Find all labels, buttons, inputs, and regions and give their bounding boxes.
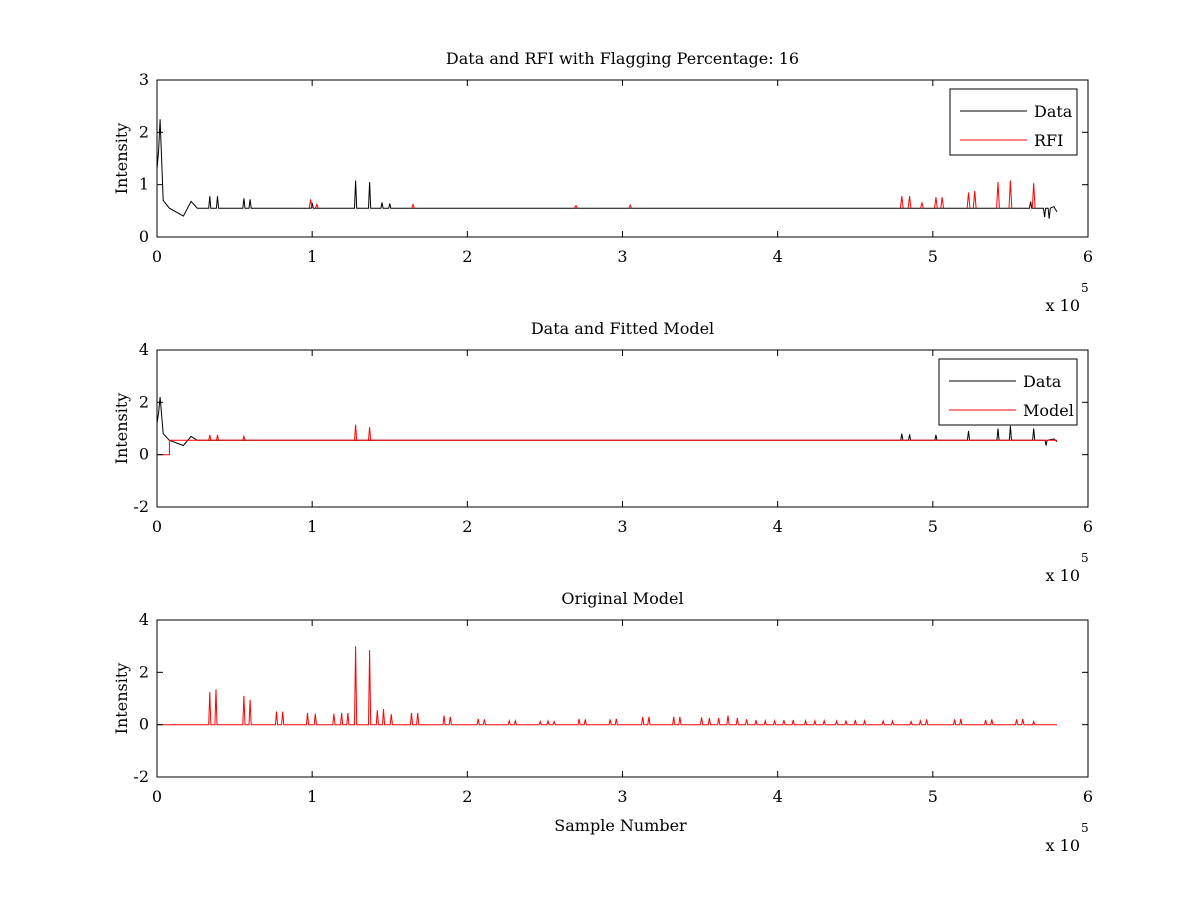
chart-title: Original Model [561,589,683,608]
x-tick-label: 4 [773,787,783,806]
series-2-spike-6 [899,196,904,209]
x-tick-label: 6 [1083,517,1093,536]
y-tick-label: 4 [139,610,149,629]
chart-title: Data and Fitted Model [531,319,714,338]
x-tick-label: 5 [928,517,938,536]
x-tick-label: 3 [617,247,627,266]
series-2-spike-4 [574,204,578,209]
x-tick-label: 2 [462,787,472,806]
y-tick-label: 2 [139,122,149,141]
series-2-spike-3 [411,203,415,209]
y-tick-label: 2 [139,392,149,411]
legend: Data RFI [949,88,1078,156]
x-multiplier-exponent: 5 [1081,281,1089,295]
legend-box [949,88,1078,156]
x-tick-label: 6 [1083,247,1093,266]
x-tick-label: 0 [152,517,162,536]
x-tick-label: 2 [462,247,472,266]
x-multiplier-label: x 10 [1046,836,1080,855]
x-tick-label: 1 [307,517,317,536]
series-2-spike-8 [920,201,924,209]
series-2-spike-2 [314,203,319,209]
legend-entry: Data [1023,372,1062,391]
series-2-spike-9 [934,197,938,209]
series-1-line [157,646,1057,726]
y-tick-label: 3 [139,70,149,89]
x-tick-label: 5 [928,787,938,806]
series-2-spike-10 [940,197,945,209]
series-2-spike-11 [966,192,971,209]
y-tick-label: 2 [139,662,149,681]
legend-box [938,358,1078,426]
series-2-spike-1 [308,199,313,209]
y-axis-label: Intensity [112,123,131,195]
series-1-line [156,119,1058,219]
y-axis-label: Intensity [112,393,131,465]
x-axis-label: Sample Number [554,816,687,835]
plot-area [156,79,1089,238]
x-multiplier-label: x 10 [1046,566,1080,585]
legend-entry: Model [1023,401,1074,420]
x-multiplier-exponent: 5 [1081,821,1089,835]
legend-entry: Data [1034,102,1073,121]
x-tick-label: 3 [617,787,627,806]
x-tick-label: 5 [928,247,938,266]
series-2-spike-7 [907,196,912,209]
x-tick-label: 3 [617,517,627,536]
series-2-line [157,424,1057,456]
x-multiplier-exponent: 5 [1081,551,1089,565]
series-2-spike-15 [1031,183,1036,209]
y-tick-label: 1 [139,175,149,194]
axes-1: 0 1 2 3 4 5 6 0 1 2 3 Data and RFI with Flagging Pe… [112,49,1093,315]
series-2-spike-14 [1008,180,1013,209]
x-tick-label: 0 [152,247,162,266]
y-tick-label: 0 [139,445,149,464]
x-tick-label: 2 [462,517,472,536]
y-tick-label: -2 [133,497,149,516]
plot-area [156,619,1089,778]
plot-area [156,349,1089,508]
chart-title: Data and RFI with Flagging Percentage: 1… [446,49,799,68]
y-tick-label: 0 [139,715,149,734]
legend-entry: RFI [1034,131,1063,150]
series-2-spike-12 [972,190,977,209]
series-2-spike-13 [996,182,1000,209]
x-tick-label: 4 [773,517,783,536]
series-2-spike-5 [628,203,633,209]
x-tick-label: 4 [773,247,783,266]
y-tick-label: 4 [139,340,149,359]
y-tick-label: -2 [133,767,149,786]
x-tick-label: 0 [152,787,162,806]
x-multiplier-label: x 10 [1046,296,1080,315]
x-tick-label: 1 [307,787,317,806]
x-tick-label: 1 [307,247,317,266]
y-axis-label: Intensity [112,663,131,735]
legend: Data Model [938,358,1078,426]
x-tick-label: 6 [1083,787,1093,806]
y-tick-label: 0 [139,227,149,246]
